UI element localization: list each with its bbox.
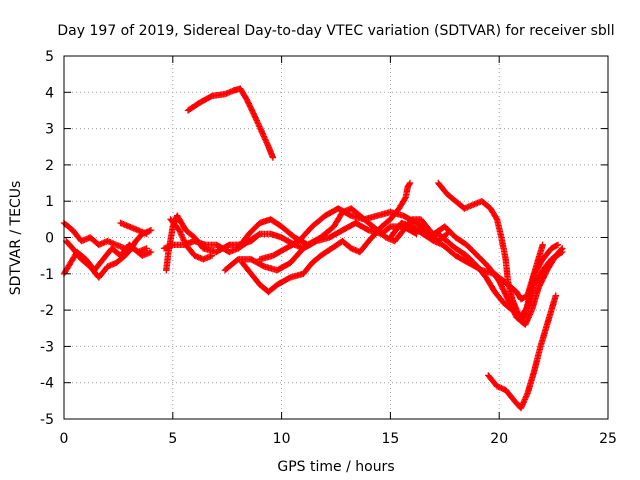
y-axis-label: SDTVAR / TECUs xyxy=(8,181,24,296)
y-tick-label: -3 xyxy=(40,339,54,355)
x-tick-label: 10 xyxy=(273,431,291,447)
y-tick-label: -1 xyxy=(40,267,54,283)
y-tick-label: -5 xyxy=(40,412,54,428)
x-tick-label: 0 xyxy=(60,431,69,447)
x-tick-label: 20 xyxy=(490,431,508,447)
y-tick-label: 3 xyxy=(45,122,54,138)
y-tick-label: 0 xyxy=(45,231,54,247)
series-track-17 xyxy=(485,292,559,412)
y-tick-label: 1 xyxy=(45,194,54,210)
series-track-7 xyxy=(167,216,216,263)
series-track-8 xyxy=(184,85,277,161)
x-tick-label: 15 xyxy=(381,431,399,447)
y-tick-label: -2 xyxy=(40,303,54,319)
x-axis-label: GPS time / hours xyxy=(277,459,394,475)
y-tick-label: 4 xyxy=(45,85,54,101)
x-tick-labels: 0 5 10 15 20 25 xyxy=(60,431,617,447)
x-tick-label: 25 xyxy=(599,431,617,447)
series-track-16 xyxy=(435,179,546,325)
y-tick-label: 2 xyxy=(45,158,54,174)
axis-ticks xyxy=(63,55,609,420)
series-track-3 xyxy=(63,227,155,281)
y-tick-label: 5 xyxy=(45,49,54,65)
data-series xyxy=(60,85,566,412)
grid-lines xyxy=(64,56,608,419)
x-tick-label: 5 xyxy=(168,431,177,447)
y-tick-label: -4 xyxy=(40,376,54,392)
series-track-15 xyxy=(419,223,566,328)
chart-title: Day 197 of 2019, Sidereal Day-to-day VTE… xyxy=(57,23,614,39)
series-track-4 xyxy=(117,219,150,238)
y-tick-labels: -5 -4 -3 -2 -1 0 1 2 3 4 5 xyxy=(40,49,54,428)
series-track-10 xyxy=(239,179,414,296)
